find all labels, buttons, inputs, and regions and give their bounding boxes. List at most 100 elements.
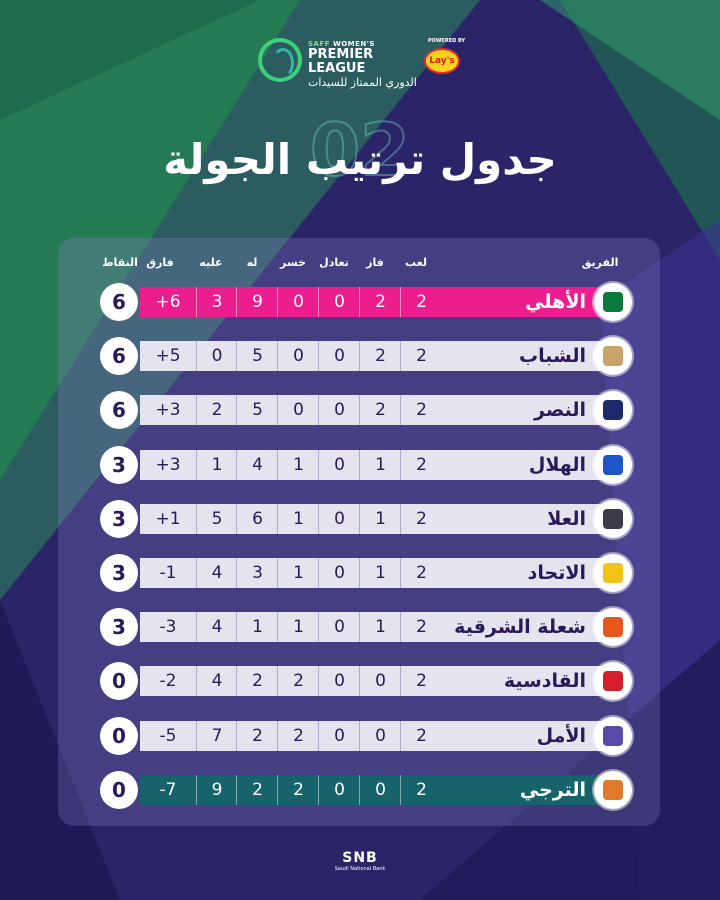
cell-gf: 3 bbox=[236, 558, 278, 588]
table-row: 0 -7 9 2 2 0 0 2 الترجي bbox=[100, 770, 632, 809]
cell-ga: 5 bbox=[196, 503, 237, 534]
cell-gf: 2 bbox=[236, 774, 278, 805]
cell-won: 1 bbox=[359, 449, 401, 480]
cell-played: 2 bbox=[400, 612, 442, 643]
cell-gd: +1 bbox=[155, 508, 181, 529]
crest-shape bbox=[603, 400, 623, 421]
crest-shape bbox=[603, 508, 623, 529]
cell-lost: 2 bbox=[277, 666, 319, 697]
cell-drawn: 0 bbox=[318, 449, 360, 480]
crest-shape bbox=[603, 779, 623, 800]
points-badge: 6 bbox=[100, 337, 138, 376]
powered-by-label: POWERED BY bbox=[428, 38, 466, 44]
table-row: 3 -3 4 1 1 0 1 2 شعلة الشرقية bbox=[100, 608, 632, 647]
cell-lost: 0 bbox=[277, 287, 319, 317]
table-row: 3 +1 5 6 1 0 1 2 العلا bbox=[100, 499, 632, 538]
col-ga: عليه bbox=[199, 256, 223, 269]
cell-drawn: 0 bbox=[318, 503, 360, 534]
team-crest-icon bbox=[594, 337, 632, 376]
cell-gd: +6 bbox=[155, 292, 181, 312]
cell-drawn: 0 bbox=[318, 774, 360, 805]
points-badge: 0 bbox=[100, 716, 138, 755]
crest-shape bbox=[603, 346, 623, 367]
team-name: القادسية bbox=[503, 670, 586, 693]
cell-gf: 1 bbox=[236, 612, 278, 643]
cell-ga: 9 bbox=[196, 774, 237, 805]
league-name: SAFF WOMEN'S PREMIER LEAGUE الدوري الممت… bbox=[308, 40, 428, 89]
cell-played: 2 bbox=[400, 666, 442, 697]
cell-ga: 2 bbox=[196, 395, 237, 426]
cell-lost: 1 bbox=[277, 503, 319, 534]
col-won: فاز bbox=[366, 256, 384, 269]
cell-ga: 3 bbox=[196, 287, 237, 317]
crest-shape bbox=[603, 617, 623, 638]
row-bar bbox=[140, 720, 632, 751]
col-drawn: تعادل bbox=[319, 256, 349, 269]
table-row: 0 -2 4 2 2 0 0 2 القادسية bbox=[100, 662, 632, 701]
crest-shape bbox=[603, 725, 623, 746]
footer-brand: SNB Saudi National Bank bbox=[330, 850, 390, 872]
team-name: الهلال bbox=[528, 453, 586, 476]
snb-logo: SNB bbox=[342, 850, 378, 866]
cell-gf: 4 bbox=[236, 449, 278, 480]
table-row: 6 +6 3 9 0 0 2 2 الأهلي bbox=[100, 283, 632, 321]
cell-drawn: 0 bbox=[318, 341, 360, 372]
team-name: الشباب bbox=[519, 345, 586, 368]
table-row: 3 +3 1 4 1 0 1 2 الهلال bbox=[100, 445, 632, 484]
team-crest-icon bbox=[594, 499, 632, 538]
team-crest-icon bbox=[594, 391, 632, 430]
cell-played: 2 bbox=[400, 720, 442, 751]
row-bar bbox=[140, 666, 632, 697]
cell-gd: +3 bbox=[155, 454, 181, 475]
col-team: الفريق bbox=[581, 256, 619, 269]
league-logo-icon bbox=[258, 38, 302, 82]
cell-ga: 0 bbox=[196, 341, 237, 372]
cell-drawn: 0 bbox=[318, 395, 360, 426]
table-row: 6 +5 0 5 0 0 2 2 الشباب bbox=[100, 337, 632, 376]
cell-won: 1 bbox=[359, 612, 401, 643]
row-bar bbox=[140, 503, 632, 534]
cell-ga: 4 bbox=[196, 558, 237, 588]
header: SAFF WOMEN'S PREMIER LEAGUE الدوري الممت… bbox=[0, 30, 720, 90]
crest-shape bbox=[603, 563, 623, 583]
team-name: الأمل bbox=[536, 724, 586, 747]
team-crest-icon bbox=[594, 554, 632, 592]
cell-gd: -3 bbox=[159, 617, 177, 638]
cell-gf: 2 bbox=[236, 666, 278, 697]
crest-shape bbox=[603, 292, 623, 312]
cell-ga: 7 bbox=[196, 720, 237, 751]
womens-label: WOMEN'S bbox=[332, 40, 375, 48]
cell-lost: 1 bbox=[277, 558, 319, 588]
points-badge: 6 bbox=[100, 391, 138, 430]
cell-gd: +3 bbox=[155, 400, 181, 421]
points-badge: 3 bbox=[100, 608, 138, 647]
col-lost: خسر bbox=[280, 256, 306, 269]
cell-won: 0 bbox=[359, 774, 401, 805]
team-name: الترجي bbox=[519, 778, 586, 801]
league-name-ar: الدوري الممتاز للسيدات bbox=[308, 76, 417, 89]
crest-shape bbox=[603, 671, 623, 692]
cell-won: 2 bbox=[359, 341, 401, 372]
sponsor-logo: Lay's bbox=[424, 48, 460, 74]
cell-drawn: 0 bbox=[318, 612, 360, 643]
points-badge: 3 bbox=[100, 554, 138, 592]
team-name: النصر bbox=[534, 399, 586, 422]
row-bar bbox=[140, 774, 632, 805]
cell-drawn: 0 bbox=[318, 666, 360, 697]
saff-label: SAFF bbox=[308, 40, 331, 48]
cell-won: 0 bbox=[359, 720, 401, 751]
cell-played: 2 bbox=[400, 395, 442, 426]
cell-gf: 2 bbox=[236, 720, 278, 751]
cell-drawn: 0 bbox=[318, 558, 360, 588]
cell-won: 0 bbox=[359, 666, 401, 697]
col-points: النقاط bbox=[102, 256, 138, 269]
cell-played: 2 bbox=[400, 287, 442, 317]
points-badge: 6 bbox=[100, 283, 138, 321]
cell-drawn: 0 bbox=[318, 287, 360, 317]
cell-lost: 2 bbox=[277, 774, 319, 805]
row-bar bbox=[140, 449, 632, 480]
points-badge: 0 bbox=[100, 662, 138, 701]
cell-ga: 4 bbox=[196, 666, 237, 697]
cell-lost: 2 bbox=[277, 720, 319, 751]
table-row: 0 -5 7 2 2 0 0 2 الأمل bbox=[100, 716, 632, 755]
